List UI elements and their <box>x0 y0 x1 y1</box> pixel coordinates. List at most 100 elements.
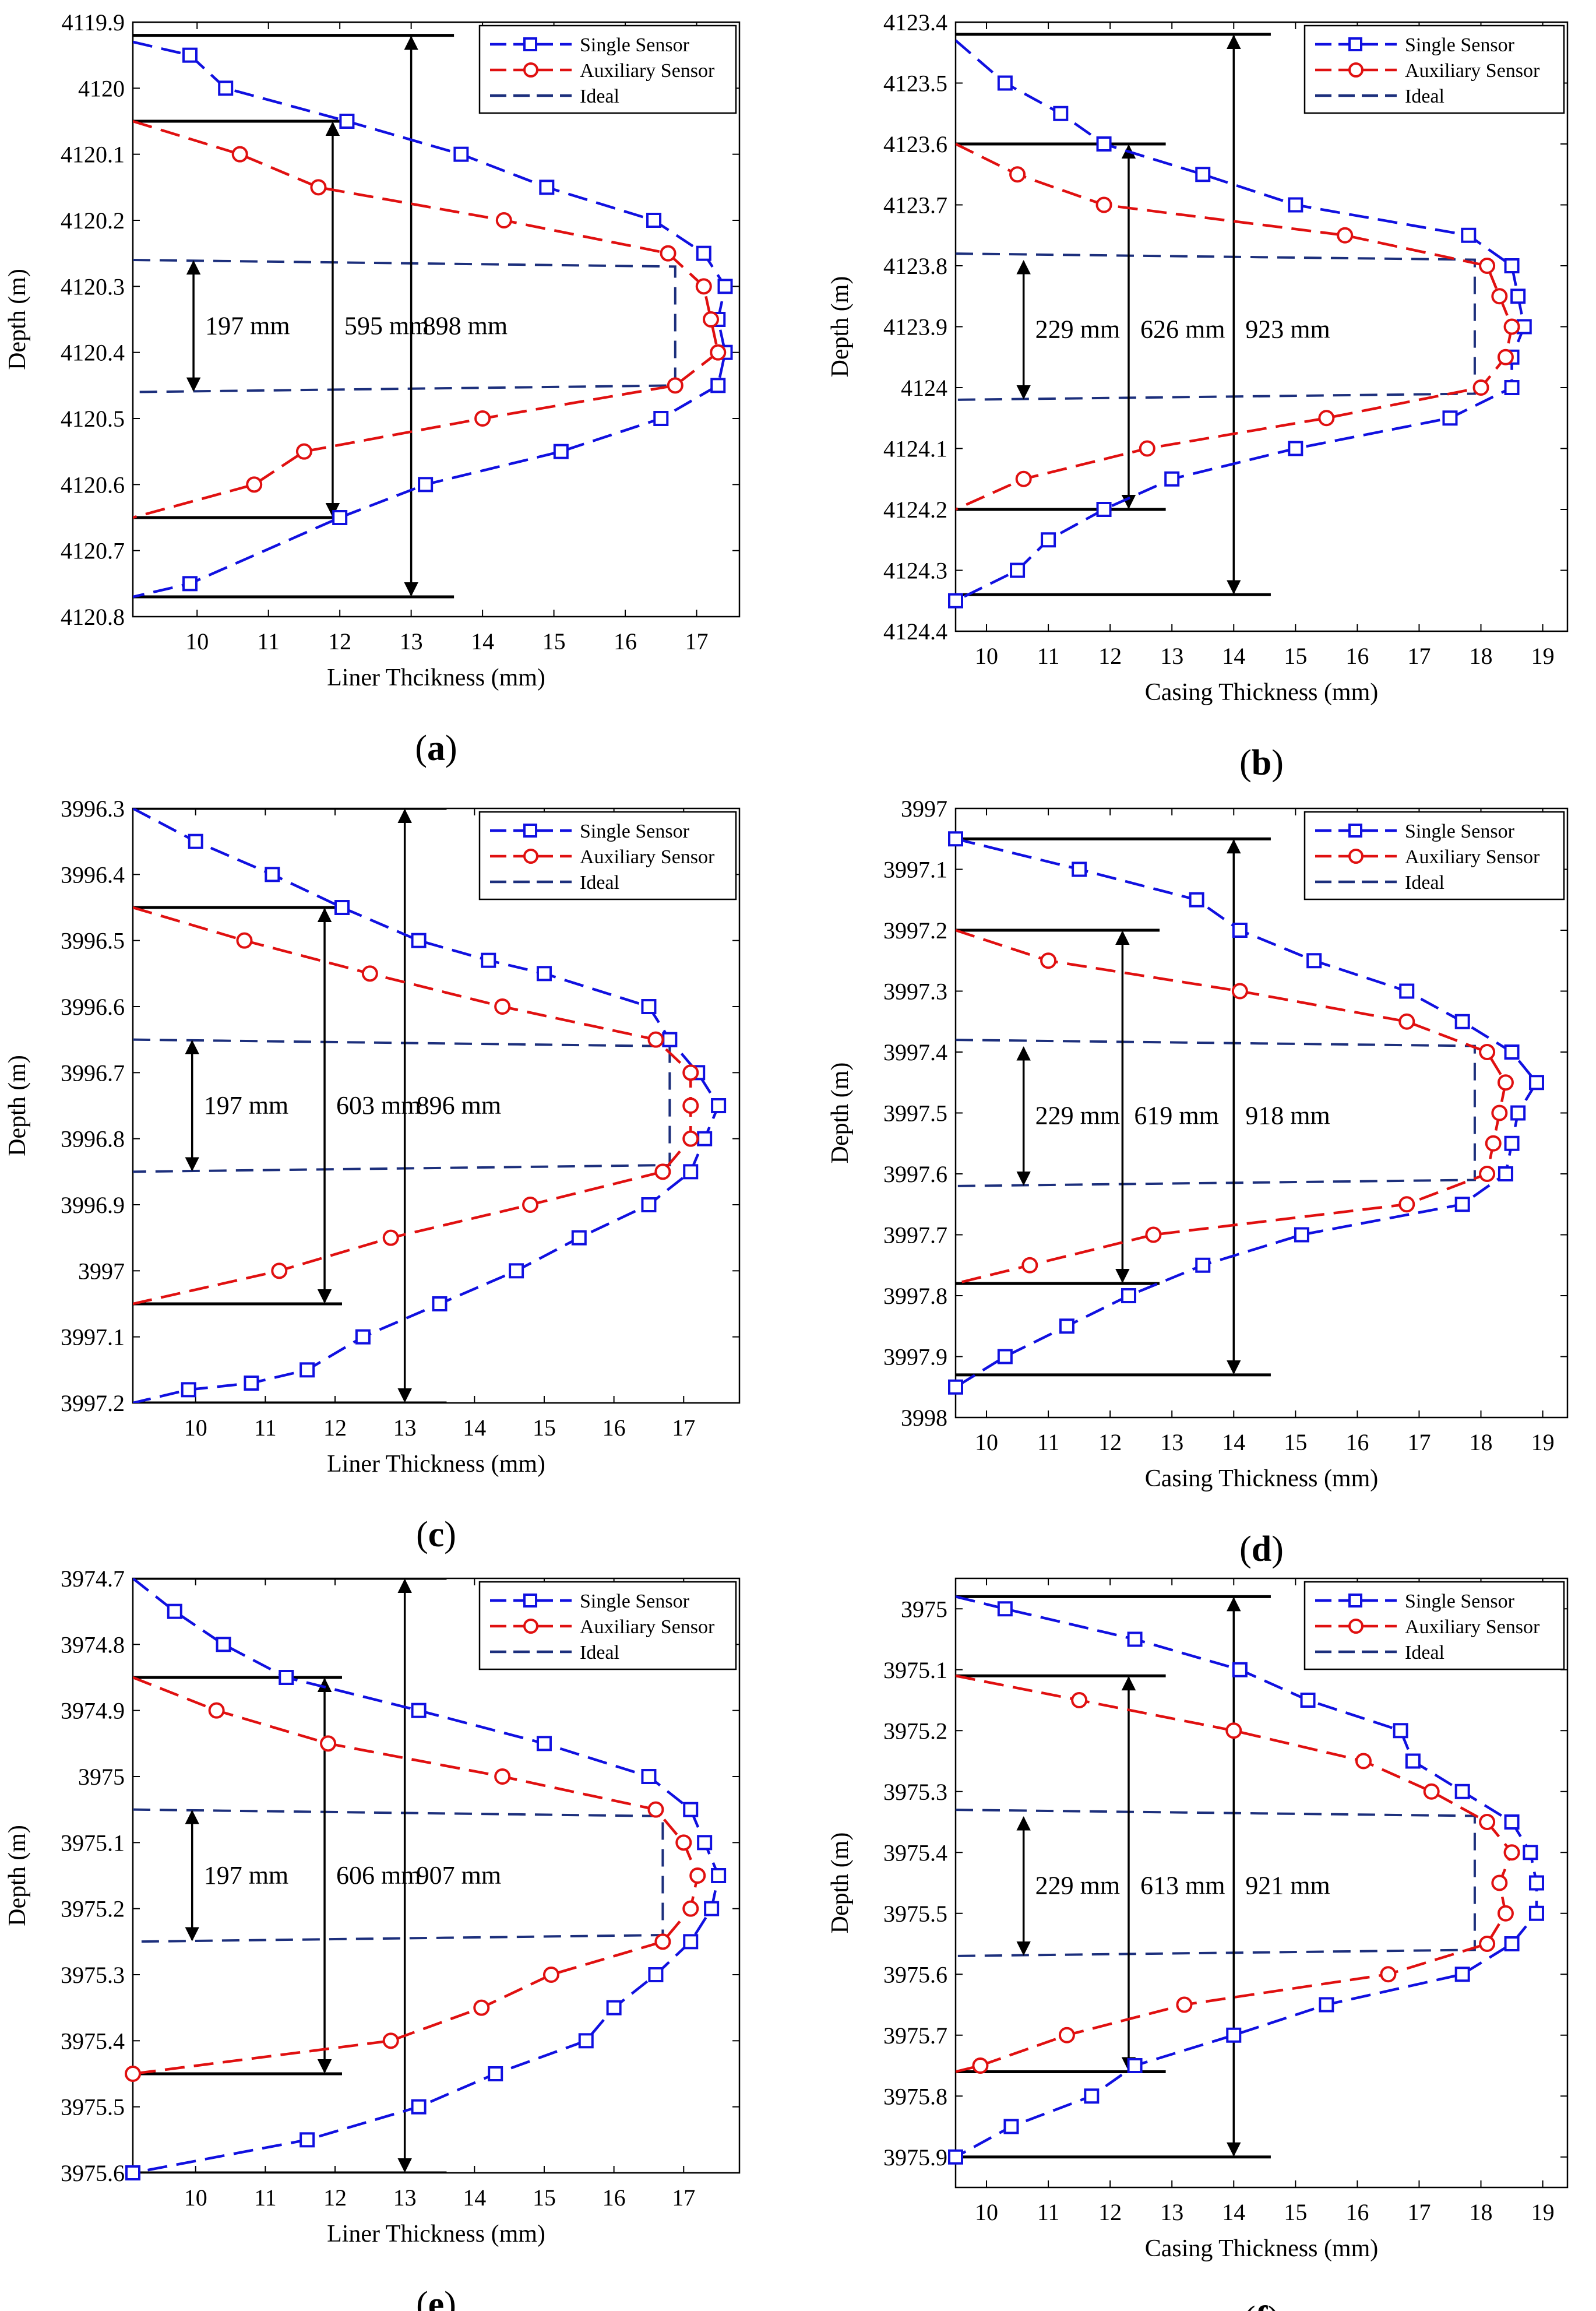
single-sensor-point <box>1084 2088 1100 2104</box>
single-sensor-point <box>711 1868 727 1883</box>
x-tick-label: 11 <box>1037 643 1060 669</box>
single-sensor-point <box>1454 1967 1470 1982</box>
y-axis-label: Depth (m) <box>827 276 854 378</box>
bracket-label: 918 mm <box>1245 1102 1330 1130</box>
y-tick-label: 4124.4 <box>883 618 947 645</box>
x-tick-label: 16 <box>603 1415 626 1441</box>
auxiliary-sensor-point <box>972 2057 989 2074</box>
single-sensor-point <box>1510 289 1526 304</box>
x-tick-label: 17 <box>1407 643 1431 669</box>
single-sensor-point <box>1232 1662 1248 1677</box>
single-sensor-point <box>167 1603 182 1619</box>
single-sensor-point <box>683 1164 699 1180</box>
y-tick-label: 4123.8 <box>883 253 947 279</box>
auxiliary-sensor-point <box>647 1801 664 1818</box>
auxiliary-sensor-point <box>689 1867 706 1884</box>
single-sensor-point <box>641 1197 657 1212</box>
single-sensor-point <box>997 1601 1013 1617</box>
x-tick-label: 17 <box>1407 1429 1431 1455</box>
y-tick-label: 4123.7 <box>883 192 947 219</box>
single-sensor-point <box>646 213 662 228</box>
single-sensor-point <box>1528 1905 1544 1921</box>
auxiliary-sensor-point <box>1015 470 1032 487</box>
legend-single-sensor-label: Single Sensor <box>580 34 690 56</box>
single-sensor-point <box>182 47 198 63</box>
auxiliary-sensor-point <box>1491 1105 1508 1121</box>
single-sensor-point <box>662 1032 678 1047</box>
single-sensor-point <box>641 1769 657 1784</box>
y-tick-label: 4120.3 <box>61 273 125 300</box>
single-sensor-point <box>553 444 569 459</box>
single-sensor-point <box>418 477 434 493</box>
x-tick-label: 14 <box>463 2185 486 2211</box>
legend-single-sensor-marker <box>1348 37 1362 51</box>
x-tick-label: 14 <box>1222 2199 1245 2225</box>
legend-single-sensor-marker <box>523 1594 537 1608</box>
x-axis-label: Liner Thickness (mm) <box>327 1451 545 1478</box>
single-sensor-point <box>411 1703 427 1718</box>
single-sensor-point <box>1454 1784 1470 1799</box>
y-tick-label: 3997 <box>901 796 947 822</box>
auxiliary-sensor-point <box>682 1900 699 1917</box>
y-tick-label: 3997.1 <box>61 1324 125 1350</box>
y-tick-label: 3975.6 <box>883 1961 947 1988</box>
single-sensor-point <box>711 1098 727 1113</box>
single-sensor-point <box>1504 1044 1520 1060</box>
x-tick-label: 11 <box>254 1415 277 1441</box>
auxiliary-sensor-point <box>667 377 684 394</box>
single-sensor-point <box>334 900 350 915</box>
x-tick-label: 15 <box>1284 1429 1307 1455</box>
y-tick-label: 4120.1 <box>61 142 125 168</box>
legend-single-sensor-marker <box>523 37 537 51</box>
auxiliary-sensor-point <box>231 146 248 163</box>
single-sensor-point <box>1059 1318 1074 1334</box>
ideal-series-line <box>956 1809 1476 1957</box>
auxiliary-sensor-point <box>320 1735 337 1752</box>
single-sensor-point <box>648 1967 664 1982</box>
y-tick-label: 3997.4 <box>883 1039 947 1065</box>
y-tick-label: 4124.1 <box>883 436 947 462</box>
auxiliary-sensor-point <box>1479 1814 1496 1830</box>
legend: Single Sensor Auxiliary Sensor Ideal <box>1303 24 1565 114</box>
single-sensor-point <box>244 1376 259 1391</box>
x-tick-label: 16 <box>1345 1429 1369 1455</box>
panel-caption: (d) <box>1239 1529 1284 1569</box>
single-sensor-point <box>355 1329 371 1345</box>
single-sensor-point <box>1127 2058 1143 2073</box>
y-tick-label: 4120.2 <box>61 207 125 234</box>
x-tick-label: 19 <box>1531 2199 1555 2225</box>
legend-auxiliary-sensor-label: Auxiliary Sensor <box>1405 1616 1540 1638</box>
x-tick-label: 15 <box>1284 643 1307 669</box>
bracket-label: 896 mm <box>417 1091 501 1120</box>
y-tick-label: 3975 <box>901 1596 947 1622</box>
bracket-label: 229 mm <box>1035 315 1120 344</box>
single-sensor-point <box>1300 1693 1316 1708</box>
y-axis-label: Depth (m) <box>827 1063 854 1164</box>
x-tick-label: 10 <box>975 1429 998 1455</box>
x-axis-label: Casing Thickness (mm) <box>1145 2235 1379 2262</box>
single-sensor-point <box>1164 471 1180 487</box>
x-tick-label: 16 <box>603 2185 626 2211</box>
y-tick-label: 4120.5 <box>61 406 125 432</box>
single-sensor-point <box>265 867 280 882</box>
auxiliary-sensor-point <box>474 410 491 427</box>
single-sensor-point <box>181 1382 196 1398</box>
legend-single-sensor-label: Single Sensor <box>1405 821 1515 842</box>
panel-caption: (b) <box>1239 743 1284 783</box>
single-sensor-point <box>571 1230 587 1246</box>
bracket-label: 613 mm <box>1140 1872 1225 1900</box>
single-sensor-point <box>653 411 669 426</box>
auxiliary-sensor-point <box>682 1130 699 1147</box>
single-sensor-point <box>1405 1753 1421 1769</box>
y-tick-label: 3997.2 <box>883 917 947 944</box>
auxiliary-sensor-point <box>682 1064 699 1081</box>
auxiliary-sensor-point <box>654 1933 671 1950</box>
plot-area <box>133 34 727 599</box>
auxiliary-sensor-point <box>660 245 677 262</box>
auxiliary-sensor-point <box>473 1999 490 2016</box>
legend-ideal-label: Ideal <box>580 872 619 894</box>
auxiliary-sensor-point <box>1497 349 1514 365</box>
y-tick-label: 3975 <box>78 1764 125 1790</box>
auxiliary-sensor-point <box>542 1967 559 1983</box>
auxiliary-sensor-point <box>1145 1226 1162 1243</box>
